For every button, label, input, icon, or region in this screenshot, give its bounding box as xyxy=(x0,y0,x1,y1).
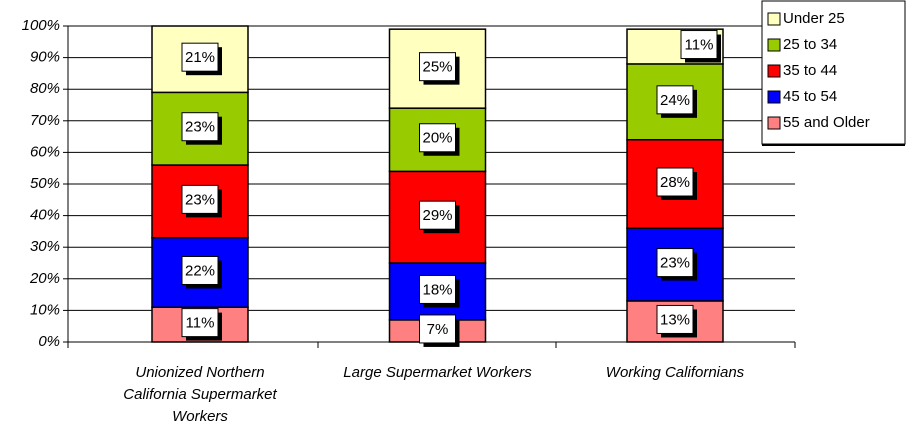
y-tick-label: 80% xyxy=(30,80,60,97)
y-tick-label: 40% xyxy=(30,207,60,224)
legend-shadow xyxy=(762,144,905,146)
legend-swatch xyxy=(767,64,781,78)
x-tick-label: Unionized Northern California Supermarke… xyxy=(123,364,277,425)
x-tick-label: Large Supermarket Workers xyxy=(343,364,532,381)
data-label: 29% xyxy=(422,207,452,224)
label-box xyxy=(181,255,219,285)
y-tick-label: 0% xyxy=(38,333,60,350)
label-box xyxy=(656,167,694,197)
label-box xyxy=(680,30,718,60)
label-box xyxy=(181,308,219,338)
legend: Under 25 25 to 34 35 to 44 45 to 54 55 and O… xyxy=(761,0,906,146)
x-tick-label: Working Californians xyxy=(605,364,745,381)
data-label: 11% xyxy=(186,315,215,332)
label-box xyxy=(419,52,456,82)
data-label: 7% xyxy=(427,321,449,338)
y-tick-label: 10% xyxy=(30,301,60,318)
y-tick-label: 90% xyxy=(30,49,60,66)
data-label: 28% xyxy=(660,174,690,191)
label-box xyxy=(419,200,456,230)
legend-label: Under 25 xyxy=(783,10,845,27)
data-label: 23% xyxy=(185,191,215,208)
data-label: 25% xyxy=(422,59,452,76)
legend-label: 55 and Older xyxy=(783,114,870,131)
label-box xyxy=(419,274,456,304)
label-box xyxy=(419,314,456,344)
legend-label: 35 to 44 xyxy=(783,62,837,79)
legend-label: 45 to 54 xyxy=(783,88,837,105)
legend-label: 25 to 34 xyxy=(783,36,837,53)
legend-box xyxy=(761,0,906,145)
y-tick-label: 50% xyxy=(30,175,60,192)
data-label: 22% xyxy=(185,262,215,279)
y-tick-label: 100% xyxy=(22,17,60,34)
data-label: 13% xyxy=(660,311,690,328)
data-label: 24% xyxy=(660,92,690,109)
data-label: 20% xyxy=(422,130,452,147)
y-tick-label: 60% xyxy=(30,143,60,160)
data-label: 18% xyxy=(422,281,452,298)
label-box xyxy=(419,123,456,153)
y-tick-label: 20% xyxy=(29,270,60,287)
data-label: 11% xyxy=(685,37,714,54)
data-label: 21% xyxy=(185,49,215,66)
y-tick-label: 30% xyxy=(30,238,60,255)
legend-swatch xyxy=(767,116,781,130)
label-box xyxy=(181,42,219,72)
label-box xyxy=(656,248,694,278)
label-box xyxy=(181,112,219,142)
legend-swatch xyxy=(767,12,781,26)
legend-swatch xyxy=(767,38,781,52)
y-tick-label: 70% xyxy=(30,112,60,129)
label-box xyxy=(181,184,219,214)
data-label: 23% xyxy=(185,119,215,136)
label-box xyxy=(656,304,694,334)
label-box xyxy=(656,85,694,115)
data-label: 23% xyxy=(660,255,690,272)
legend-swatch xyxy=(767,90,781,104)
